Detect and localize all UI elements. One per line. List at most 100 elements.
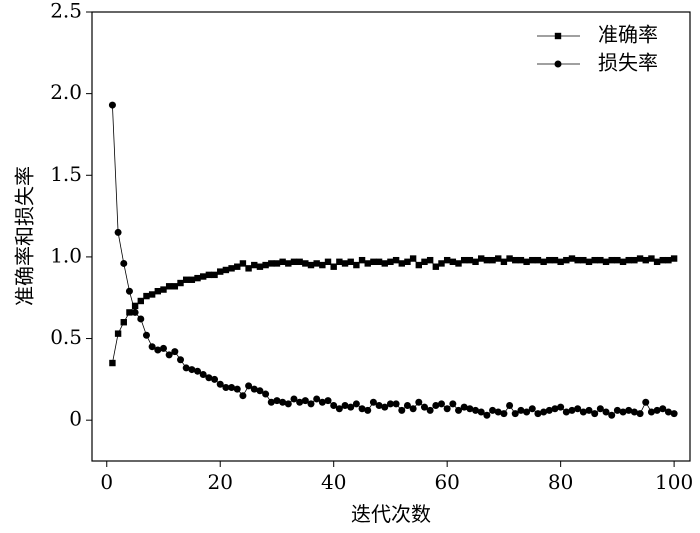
data-point: [347, 258, 354, 266]
data-point: [262, 261, 269, 269]
data-point: [517, 406, 525, 414]
data-point: [642, 256, 649, 264]
data-point: [579, 408, 587, 416]
data-point: [585, 258, 593, 266]
data-point: [290, 258, 298, 266]
data-point: [222, 266, 230, 274]
data-point: [273, 397, 281, 405]
data-point: [251, 261, 258, 269]
data-point: [432, 263, 440, 270]
data-point: [528, 405, 536, 413]
data-point: [489, 256, 496, 264]
data-point: [653, 406, 661, 414]
data-point: [551, 405, 559, 413]
data-point: [353, 261, 360, 269]
data-point: [562, 408, 570, 416]
data-point: [177, 356, 185, 364]
data-point: [602, 258, 610, 266]
data-point: [211, 375, 219, 383]
data-point: [557, 258, 564, 266]
data-point: [443, 256, 451, 264]
data-point: [478, 255, 485, 262]
data-point: [494, 408, 502, 416]
data-point: [234, 263, 241, 270]
data-point: [574, 405, 582, 413]
data-point: [341, 401, 349, 409]
data-point: [585, 406, 593, 414]
data-point: [154, 346, 162, 354]
data-point: [386, 400, 394, 408]
data-point: [352, 400, 360, 408]
data-point: [512, 256, 519, 264]
data-point: [432, 401, 440, 409]
data-point: [483, 256, 491, 264]
data-point: [466, 405, 474, 413]
data-point: [529, 256, 536, 264]
data-point: [148, 291, 156, 298]
data-point: [381, 260, 388, 267]
data-point: [500, 410, 508, 418]
data-point: [545, 406, 553, 414]
data-point: [602, 408, 610, 416]
data-point: [403, 401, 411, 409]
data-point: [540, 258, 547, 266]
data-point: [636, 410, 644, 418]
data-point: [523, 408, 531, 416]
data-point: [619, 408, 627, 416]
data-point: [398, 260, 405, 267]
x-tick-label: 100: [655, 470, 693, 494]
data-point: [449, 258, 457, 266]
data-point: [364, 260, 371, 267]
data-point: [568, 255, 576, 262]
data-point: [159, 344, 167, 352]
data-point: [109, 359, 116, 367]
data-point: [256, 263, 264, 270]
data-point: [205, 271, 213, 279]
plot-frame: [91, 11, 691, 462]
data-point: [455, 406, 463, 414]
y-tick-label: 0.5: [50, 325, 82, 349]
data-point: [534, 410, 542, 418]
data-point: [670, 410, 678, 418]
data-point: [392, 400, 400, 408]
data-point: [319, 261, 326, 269]
data-point: [375, 258, 383, 266]
data-point: [642, 398, 650, 406]
data-point: [511, 410, 519, 418]
data-point: [625, 406, 633, 414]
data-point: [284, 400, 292, 408]
data-point: [477, 408, 485, 416]
data-point: [330, 263, 337, 270]
data-point: [574, 256, 581, 264]
data-point: [591, 410, 599, 418]
data-point: [290, 395, 298, 403]
data-point: [301, 397, 309, 405]
data-point: [460, 403, 468, 411]
data-point: [285, 260, 292, 267]
series-line: [112, 258, 675, 364]
data-point: [608, 256, 615, 264]
data-point: [653, 258, 661, 266]
data-point: [296, 258, 303, 266]
data-point: [631, 256, 638, 264]
data-point: [670, 255, 678, 262]
data-point: [307, 261, 315, 269]
data-point: [438, 260, 445, 267]
data-point: [114, 228, 122, 236]
legend-marker: [554, 60, 562, 68]
data-point: [347, 403, 355, 411]
data-point: [472, 406, 480, 414]
data-point: [551, 256, 559, 264]
data-point: [369, 398, 377, 406]
data-point: [137, 297, 144, 305]
x-tick-label: 0: [100, 470, 113, 494]
data-point: [392, 256, 400, 264]
data-point: [217, 268, 224, 275]
legend-label: 准确率: [598, 23, 658, 47]
data-point: [387, 258, 394, 266]
x-axis-label: 迭代次数: [351, 502, 431, 526]
data-point: [580, 256, 587, 264]
data-point: [381, 403, 389, 411]
legend-marker: [554, 32, 562, 40]
data-point: [630, 408, 638, 416]
